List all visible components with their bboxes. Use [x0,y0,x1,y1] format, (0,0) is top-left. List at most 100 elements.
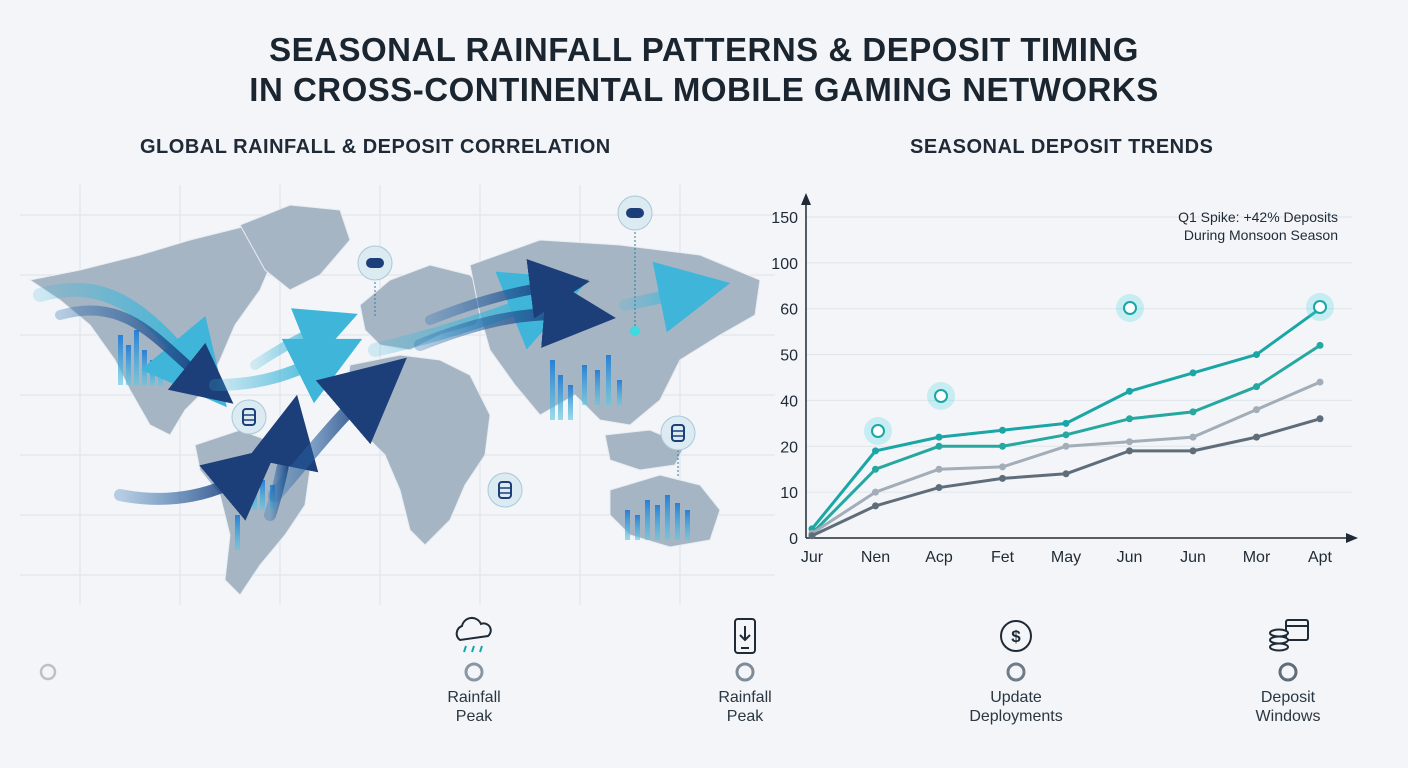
x-tick-label: Apt [1308,549,1333,566]
data-point [1189,408,1197,416]
timeline-node [735,662,755,682]
database-icon [231,399,267,435]
flow-arrow [114,446,278,521]
x-tick-label: Jur [801,549,824,566]
data-point [1253,406,1260,414]
y-tick-label: 150 [771,210,798,227]
flow-arrow [250,308,358,370]
x-tick-label: Jun [1117,549,1143,566]
data-point [1253,433,1260,441]
chart-grid [806,216,1352,493]
data-point [872,465,879,473]
series-3 [808,378,1324,537]
data-point [935,465,943,473]
dollar-refresh-icon: $ [1000,620,1032,652]
timeline: $ Rainfall Peak Rainfall Peak Update Dep… [0,600,1408,760]
map-title: GLOBAL RAINFALL & DEPOSIT CORRELATION [140,136,611,158]
data-point [1126,438,1133,446]
bulb-icon [864,417,892,445]
rain-cloud-icon [455,616,492,653]
data-point [1316,378,1324,386]
gamepad-icon [357,245,393,318]
y-tick-label: 0 [789,531,798,548]
data-point [1126,447,1133,455]
data-point [999,426,1006,434]
database-icon [660,415,696,478]
y-tick-label: 50 [780,348,798,365]
data-point [808,532,816,540]
timeline-node [1278,662,1298,682]
annotation-line-2: During Monsoon Season [1184,227,1338,243]
data-point [1316,341,1324,349]
data-point [1189,447,1197,455]
data-point [872,447,879,455]
y-tick-label: 40 [780,393,798,410]
data-point [1253,383,1260,391]
world-map [20,185,775,605]
data-point [1062,470,1070,478]
bulb-icon [1306,293,1334,321]
chart-title: SEASONAL DEPOSIT TRENDS [910,136,1214,158]
x-tick-label: Nen [861,549,890,566]
flow-arrow [425,258,590,325]
data-point [1062,442,1070,450]
data-point [1126,387,1133,395]
title-line-2: IN CROSS-CONTINENTAL MOBILE GAMING NETWO… [249,71,1159,108]
data-point [1189,433,1197,441]
data-point [1062,431,1070,439]
flow-arrows [33,258,731,521]
continents [28,204,761,596]
series-line [811,380,1321,535]
glow-markers [864,293,1334,445]
database-icon [487,472,523,508]
timeline-track: $ [39,616,1363,682]
annotation-line-1: Q1 Spike: +42% Deposits [1178,209,1338,225]
x-tick-label: Jun [1180,549,1206,566]
milestone-label-rainfall-peak: Rainfall Peak [447,689,501,725]
data-point [935,442,943,450]
series-line [810,307,1321,530]
flow-arrow [247,394,319,521]
data-point [1126,415,1133,423]
data-point [999,463,1006,471]
asia [469,239,761,426]
main-title: SEASONAL RAINFALL PATTERNS & DEPOSIT TIM… [0,30,1408,110]
coins-calendar-icon [1269,619,1309,652]
title-line-1: SEASONAL RAINFALL PATTERNS & DEPOSIT TIM… [269,31,1139,68]
data-point [1316,415,1324,423]
data-point [1189,369,1197,377]
flow-arrow [619,261,731,333]
flow-arrow [55,305,234,404]
deposit-line-chart: 0 10 20 40 50 60 100 150 Jur Nen Acp Fet May Jun Jun M… [771,193,1358,566]
data-point [1062,419,1070,427]
series-4 [808,415,1324,540]
x-tick-label: Mor [1243,549,1271,566]
milestone-label-update-deployments: Update Deployments [969,689,1063,725]
chart-annotation: Q1 Spike: +42% Deposits During Monsoon S… [1178,209,1338,243]
data-point [999,474,1006,482]
y-tick-label: 20 [780,439,798,456]
y-tick-label: 10 [780,485,798,502]
timeline-node [1006,662,1026,682]
svg-text:$: $ [1011,627,1021,646]
chart-axes [801,193,1358,543]
map-markers [231,195,696,508]
series-1 [808,305,1324,533]
x-tick-label: Fet [991,549,1015,566]
data-point [1253,351,1260,359]
bulb-icon [1116,294,1144,322]
y-tick-labels: 0 10 20 40 50 60 100 150 [771,210,798,548]
series-layer [808,305,1324,540]
data-point [872,502,879,510]
bulb-icon [927,382,955,410]
milestone-label-rainfall-peak-2: Rainfall Peak [718,689,772,725]
data-point [872,488,879,496]
greenland [239,204,351,291]
data-point [999,442,1006,450]
flow-arrow [268,357,407,502]
milestone-label-deposit-windows: Deposit Windows [1255,689,1321,725]
gamepad-icon [617,195,653,336]
y-tick-label: 60 [780,302,798,319]
phone-download-icon [734,618,756,654]
timeline-start-node [39,663,57,681]
